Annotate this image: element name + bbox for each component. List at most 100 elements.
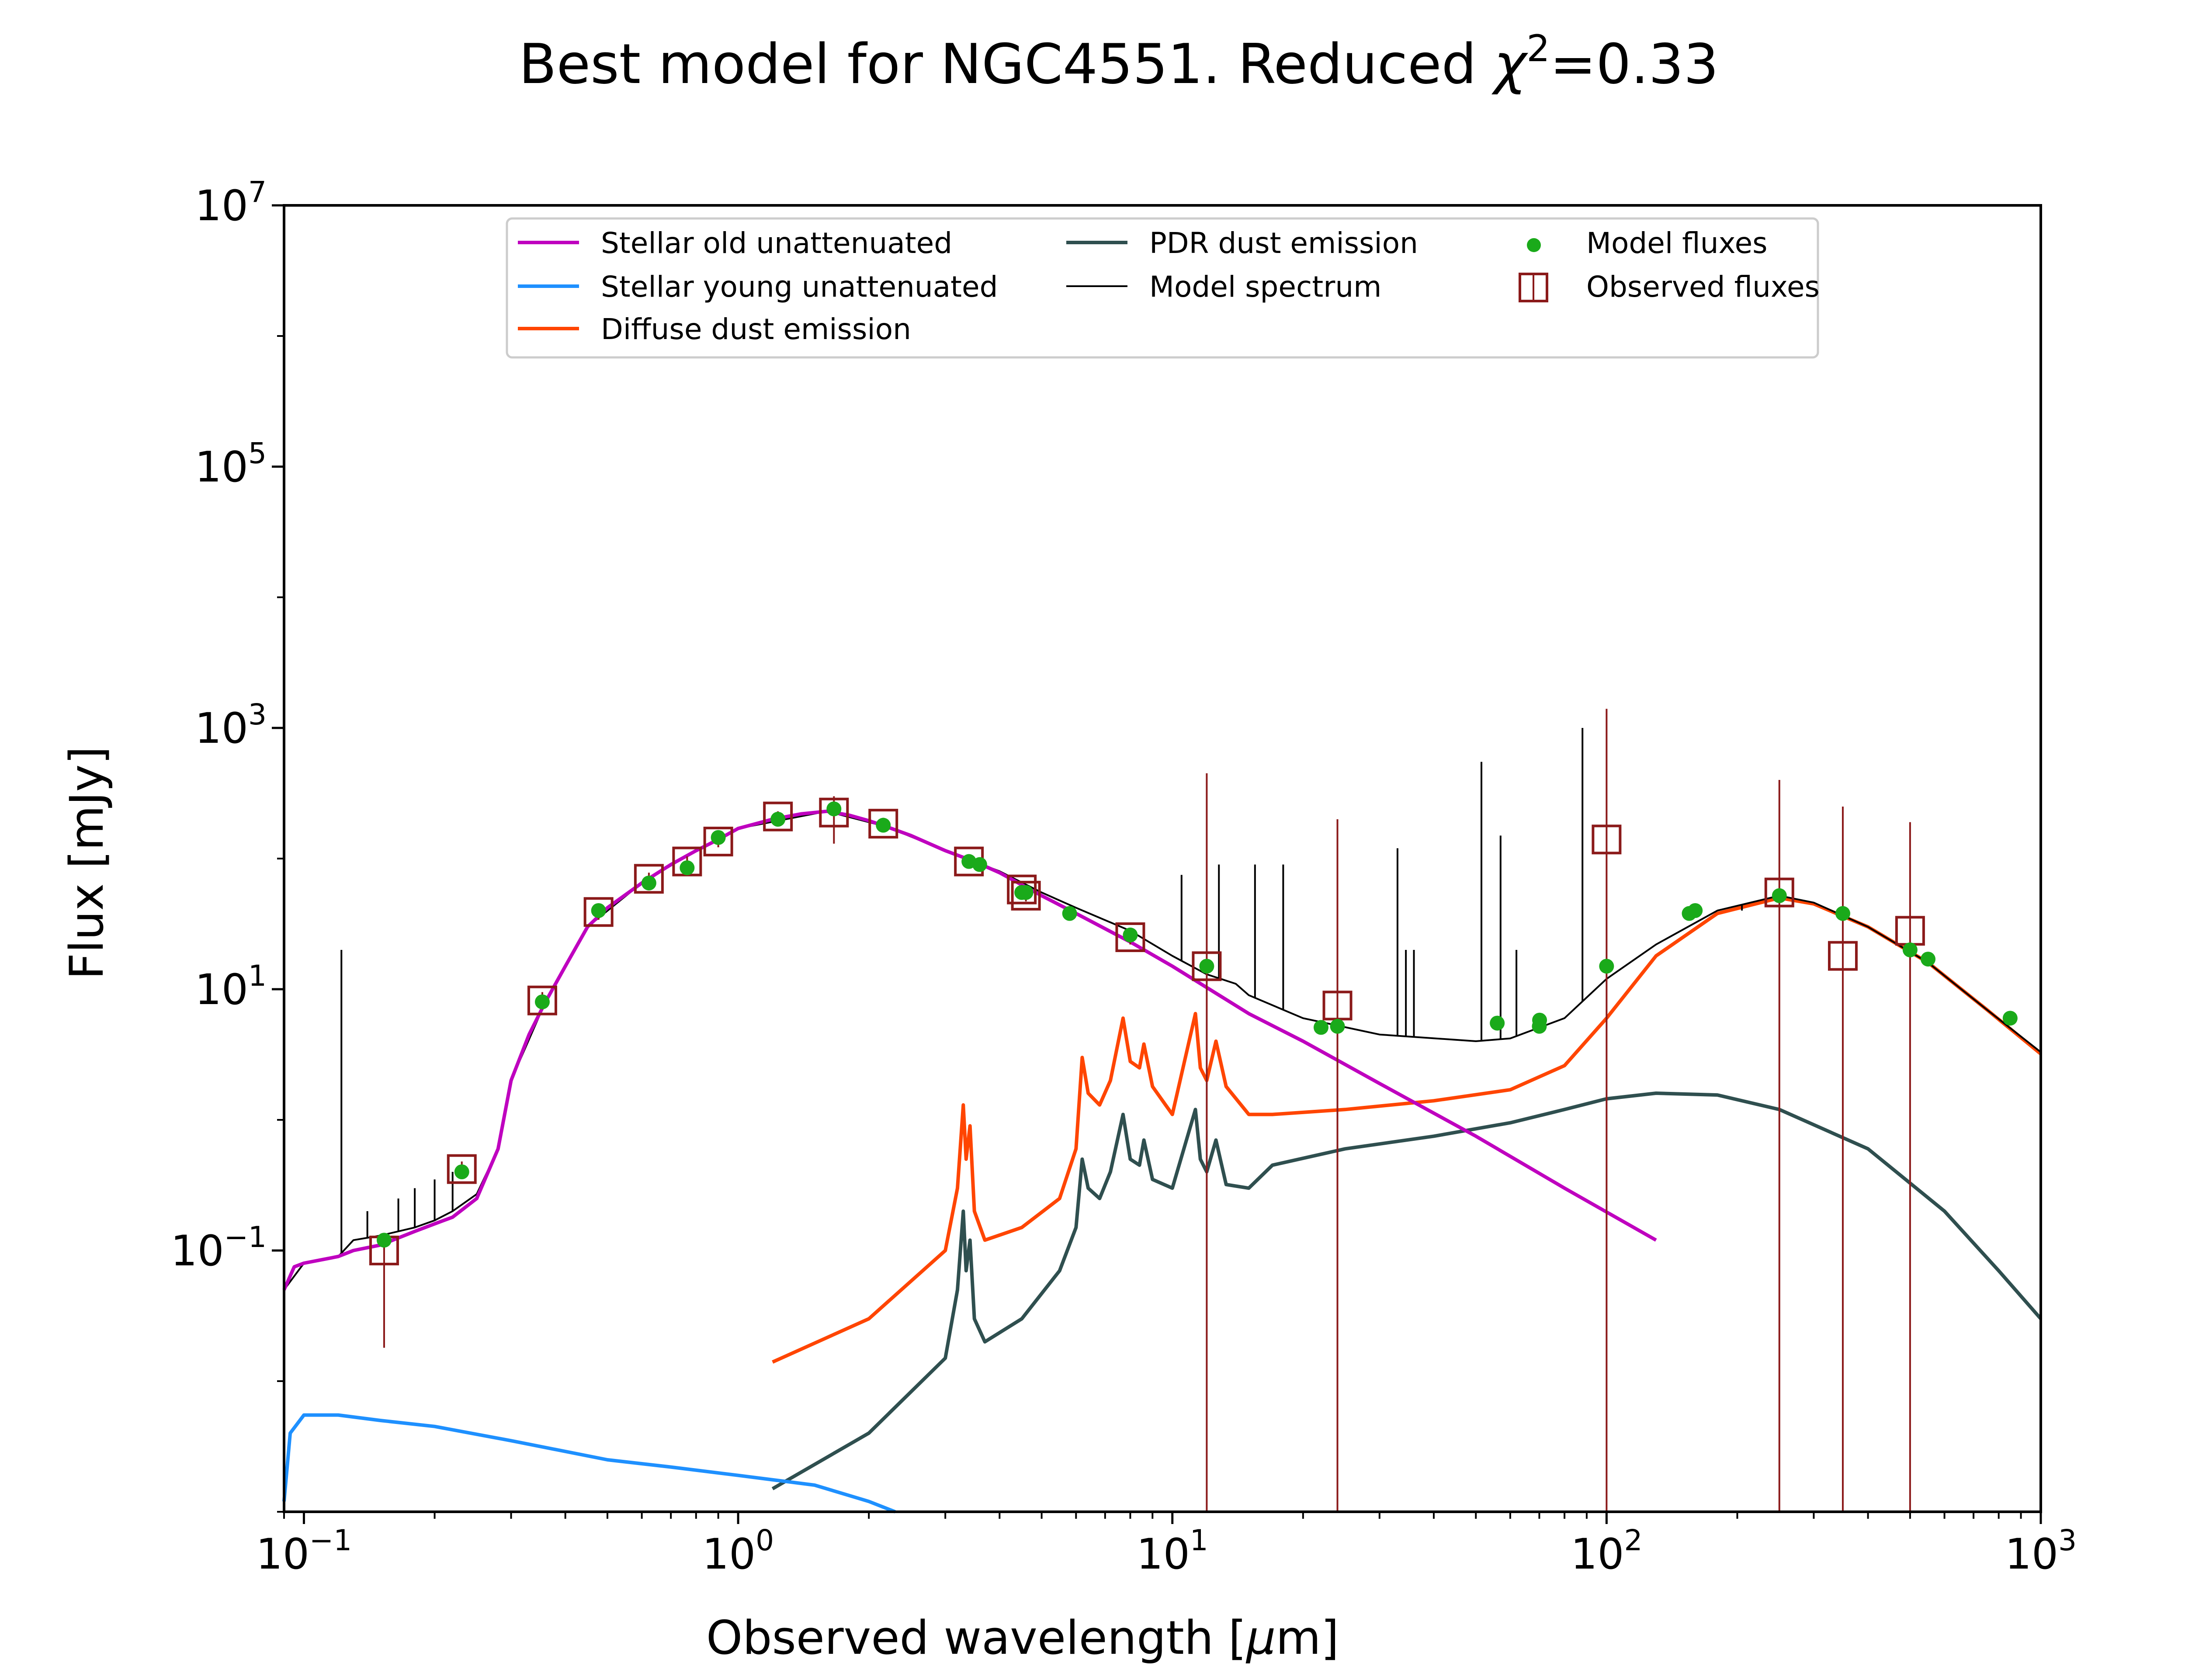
- model-flux-point: [591, 903, 606, 918]
- legend-label: Model spectrum: [1149, 270, 1381, 304]
- observed-flux-marker: [1007, 874, 1037, 904]
- legend-entry: Diffuse dust emission: [518, 312, 911, 346]
- x-tick-base: 10: [2005, 1530, 2058, 1579]
- model-flux-point: [826, 801, 842, 817]
- model-flux-point: [1199, 959, 1214, 974]
- model-flux-point: [1902, 942, 1918, 957]
- model-flux-point: [680, 860, 695, 876]
- legend-entry: Stellar old unattenuated: [518, 226, 952, 260]
- x-tick-exponent: 2: [1624, 1524, 1642, 1557]
- x-tick-label: 10−1: [256, 1524, 352, 1579]
- x-tick-exponent: −1: [309, 1524, 352, 1557]
- x-tick-label: 100: [702, 1524, 774, 1579]
- series-line-diffuse-dust: [772, 896, 2042, 1364]
- observed-flux-marker: [1192, 951, 1222, 981]
- y-tick-exponent: 1: [248, 959, 267, 993]
- observed-flux-marker: [819, 797, 849, 828]
- model-flux-point: [376, 1233, 392, 1248]
- x-tick-base: 10: [702, 1530, 756, 1579]
- observed-flux-marker: [868, 809, 898, 839]
- x-tick-exponent: 0: [756, 1524, 774, 1557]
- observed-flux-marker: [1592, 824, 1622, 855]
- legend-label: Model fluxes: [1586, 226, 1768, 260]
- legend-label: Stellar old unattenuated: [601, 226, 952, 260]
- model-flux-point: [641, 875, 656, 890]
- model-flux-point: [534, 994, 550, 1009]
- y-tick-exponent: 7: [248, 175, 267, 209]
- y-axis-label: Flux [mJy]: [60, 746, 114, 980]
- model-flux-point: [972, 857, 987, 872]
- legend-label: Diffuse dust emission: [601, 312, 911, 346]
- y-tick-label: 107: [195, 175, 267, 230]
- x-tick-label: 103: [2005, 1524, 2077, 1579]
- y-tick-label: 10−1: [171, 1220, 267, 1275]
- chart-title: Best model for NGC4551. Reduced χ2=0.33: [519, 27, 1719, 96]
- x-tick-exponent: 1: [1190, 1524, 1208, 1557]
- observed-flux-marker: [447, 1154, 477, 1184]
- chart-title-sup: 2: [1526, 27, 1550, 70]
- y-tick-exponent: −1: [224, 1220, 267, 1254]
- model-flux-point: [1921, 952, 1936, 967]
- model-flux-point: [1688, 903, 1703, 918]
- observed-flux-marker: [583, 897, 614, 927]
- observed-flux-marker: [1828, 941, 1858, 971]
- y-tick-label: 103: [195, 698, 267, 753]
- x-axis-label-prefix: Observed wavelength [: [706, 1611, 1246, 1665]
- legend-swatch-dot: [1527, 238, 1541, 252]
- model-flux-point: [1062, 906, 1077, 921]
- model-flux-point: [1490, 1015, 1505, 1031]
- model-flux-point: [1313, 1020, 1328, 1035]
- observed-flux-marker: [703, 827, 733, 857]
- series-line-stellar-young: [282, 1413, 896, 1514]
- x-tick-base: 10: [256, 1530, 309, 1579]
- observed-flux-marker: [1011, 880, 1041, 911]
- model-flux-point: [1772, 888, 1787, 903]
- x-tick-label: 101: [1137, 1524, 1208, 1579]
- legend-entry: Stellar young unattenuated: [518, 270, 998, 304]
- series-line-pdr-dust: [771, 1091, 2043, 1490]
- model-flux-point: [1018, 885, 1034, 900]
- legend-label: Observed fluxes: [1586, 270, 1820, 304]
- y-tick-exponent: 5: [248, 436, 267, 470]
- legend-items: Stellar old unattenuated Stellar young un…: [518, 226, 1820, 346]
- x-axis-label-mu: μ: [1245, 1611, 1276, 1665]
- chart-title-suffix: =0.33: [1550, 32, 1719, 96]
- legend-box: [506, 217, 1819, 359]
- observed-flux-marker: [527, 985, 557, 1015]
- plot-area: [282, 709, 2043, 1514]
- model-flux-point: [711, 830, 726, 845]
- model-flux-point: [876, 817, 891, 833]
- x-tick-base: 10: [1137, 1530, 1190, 1579]
- legend-entry: Observed fluxes: [1519, 270, 1820, 304]
- model-flux-point: [1532, 1012, 1547, 1028]
- observed-flux-marker: [634, 864, 664, 894]
- observed-flux-marker: [763, 801, 793, 831]
- observed-flux-marker: [1764, 877, 1794, 908]
- legend-entry: Model fluxes: [1527, 226, 1768, 260]
- y-tick-base: 10: [195, 181, 248, 230]
- model-flux-point: [770, 811, 786, 827]
- legend-label: Stellar young unattenuated: [601, 270, 998, 304]
- y-tick-label: 101: [195, 959, 267, 1014]
- x-tick-exponent: 3: [2058, 1524, 2077, 1557]
- model-flux-point: [1835, 906, 1850, 921]
- x-tick-base: 10: [1571, 1530, 1624, 1579]
- model-flux-point: [2002, 1011, 2018, 1026]
- y-tick-base: 10: [171, 1226, 224, 1275]
- model-flux-point: [1123, 927, 1138, 942]
- series-line-model-spectrum: [283, 810, 2042, 1291]
- model-flux-point: [454, 1164, 469, 1179]
- observed-flux-marker: [1115, 922, 1145, 953]
- y-tick-base: 10: [195, 704, 248, 753]
- plot-frame: [283, 204, 2042, 1513]
- legend-label: PDR dust emission: [1149, 226, 1418, 260]
- legend-entry: Model spectrum: [1066, 270, 1381, 304]
- chart-title-prefix: Best model for NGC4551. Reduced: [519, 32, 1494, 96]
- legend-entry: PDR dust emission: [1066, 226, 1418, 260]
- chart-title-chi: χ: [1491, 32, 1529, 96]
- y-tick-base: 10: [195, 965, 248, 1014]
- x-axis-label-suffix: m]: [1276, 1611, 1339, 1665]
